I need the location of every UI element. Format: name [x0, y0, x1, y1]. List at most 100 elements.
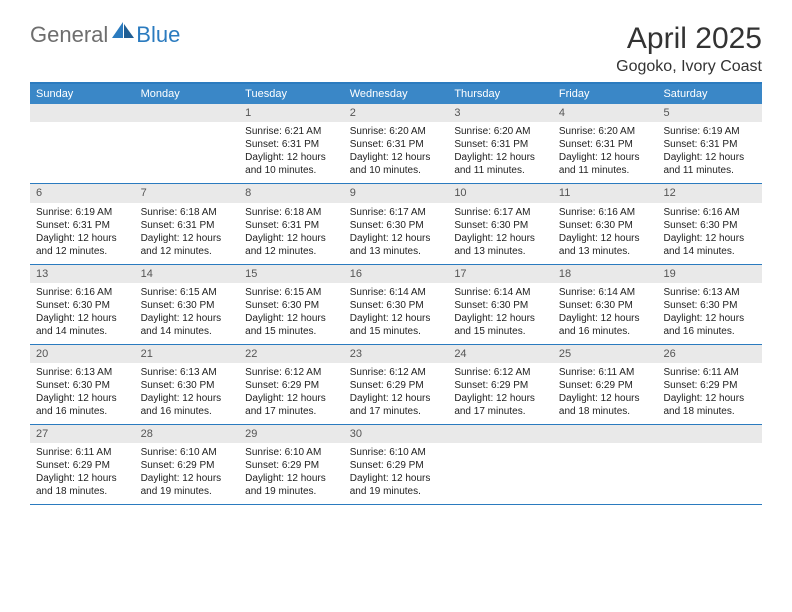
daylight-text: Daylight: 12 hours and 12 minutes.	[245, 232, 338, 258]
daylight-text: Daylight: 12 hours and 16 minutes.	[559, 312, 652, 338]
sunset-text: Sunset: 6:29 PM	[245, 459, 338, 472]
day-body: Sunrise: 6:15 AMSunset: 6:30 PMDaylight:…	[135, 283, 240, 344]
calendar-cell: 3Sunrise: 6:20 AMSunset: 6:31 PMDaylight…	[448, 104, 553, 183]
day-body: Sunrise: 6:16 AMSunset: 6:30 PMDaylight:…	[30, 283, 135, 344]
sunrise-text: Sunrise: 6:12 AM	[454, 366, 547, 379]
calendar-cell: 23Sunrise: 6:12 AMSunset: 6:29 PMDayligh…	[344, 345, 449, 424]
day-number: 8	[239, 184, 344, 202]
day-number: 13	[30, 265, 135, 283]
calendar-cell: 14Sunrise: 6:15 AMSunset: 6:30 PMDayligh…	[135, 265, 240, 344]
day-number: 30	[344, 425, 449, 443]
daylight-text: Daylight: 12 hours and 13 minutes.	[350, 232, 443, 258]
weekday-header: Saturday	[657, 84, 762, 104]
calendar-cell	[657, 425, 762, 504]
day-body	[30, 122, 135, 172]
calendar-cell	[553, 425, 658, 504]
day-body: Sunrise: 6:13 AMSunset: 6:30 PMDaylight:…	[135, 363, 240, 424]
calendar-cell	[448, 425, 553, 504]
sunrise-text: Sunrise: 6:19 AM	[36, 206, 129, 219]
sunrise-text: Sunrise: 6:20 AM	[350, 125, 443, 138]
day-body: Sunrise: 6:13 AMSunset: 6:30 PMDaylight:…	[30, 363, 135, 424]
day-number	[448, 425, 553, 443]
day-body: Sunrise: 6:12 AMSunset: 6:29 PMDaylight:…	[448, 363, 553, 424]
daylight-text: Daylight: 12 hours and 16 minutes.	[36, 392, 129, 418]
brand-general: General	[30, 22, 108, 48]
calendar-cell: 26Sunrise: 6:11 AMSunset: 6:29 PMDayligh…	[657, 345, 762, 424]
day-number: 26	[657, 345, 762, 363]
sunset-text: Sunset: 6:29 PM	[245, 379, 338, 392]
sunset-text: Sunset: 6:30 PM	[141, 379, 234, 392]
daylight-text: Daylight: 12 hours and 11 minutes.	[454, 151, 547, 177]
day-number: 9	[344, 184, 449, 202]
sunset-text: Sunset: 6:30 PM	[350, 219, 443, 232]
day-number: 1	[239, 104, 344, 122]
sunset-text: Sunset: 6:29 PM	[559, 379, 652, 392]
day-body: Sunrise: 6:12 AMSunset: 6:29 PMDaylight:…	[344, 363, 449, 424]
day-number: 2	[344, 104, 449, 122]
calendar-cell: 25Sunrise: 6:11 AMSunset: 6:29 PMDayligh…	[553, 345, 658, 424]
calendar-cell: 20Sunrise: 6:13 AMSunset: 6:30 PMDayligh…	[30, 345, 135, 424]
day-body: Sunrise: 6:10 AMSunset: 6:29 PMDaylight:…	[344, 443, 449, 504]
sunrise-text: Sunrise: 6:14 AM	[559, 286, 652, 299]
day-number: 21	[135, 345, 240, 363]
calendar-cell: 1Sunrise: 6:21 AMSunset: 6:31 PMDaylight…	[239, 104, 344, 183]
sunrise-text: Sunrise: 6:12 AM	[350, 366, 443, 379]
sunrise-text: Sunrise: 6:10 AM	[350, 446, 443, 459]
day-body: Sunrise: 6:11 AMSunset: 6:29 PMDaylight:…	[657, 363, 762, 424]
day-body: Sunrise: 6:13 AMSunset: 6:30 PMDaylight:…	[657, 283, 762, 344]
sunset-text: Sunset: 6:30 PM	[454, 219, 547, 232]
weekday-header: Sunday	[30, 84, 135, 104]
sunset-text: Sunset: 6:31 PM	[350, 138, 443, 151]
sunrise-text: Sunrise: 6:15 AM	[245, 286, 338, 299]
calendar-cell: 28Sunrise: 6:10 AMSunset: 6:29 PMDayligh…	[135, 425, 240, 504]
calendar-cell: 27Sunrise: 6:11 AMSunset: 6:29 PMDayligh…	[30, 425, 135, 504]
calendar-cell: 9 Sunrise: 6:17 AMSunset: 6:30 PMDaylight…	[344, 184, 449, 263]
calendar-cell: 18Sunrise: 6:14 AMSunset: 6:30 PMDayligh…	[553, 265, 658, 344]
day-number: 15	[239, 265, 344, 283]
sunset-text: Sunset: 6:31 PM	[36, 219, 129, 232]
day-number: 28	[135, 425, 240, 443]
weekday-header: Monday	[135, 84, 240, 104]
day-number: 10	[448, 184, 553, 202]
daylight-text: Daylight: 12 hours and 15 minutes.	[454, 312, 547, 338]
sunrise-text: Sunrise: 6:16 AM	[663, 206, 756, 219]
daylight-text: Daylight: 12 hours and 10 minutes.	[245, 151, 338, 177]
day-number	[657, 425, 762, 443]
daylight-text: Daylight: 12 hours and 11 minutes.	[663, 151, 756, 177]
sunset-text: Sunset: 6:29 PM	[141, 459, 234, 472]
sunset-text: Sunset: 6:31 PM	[141, 219, 234, 232]
sunrise-text: Sunrise: 6:17 AM	[454, 206, 547, 219]
daylight-text: Daylight: 12 hours and 19 minutes.	[245, 472, 338, 498]
day-body: Sunrise: 6:10 AMSunset: 6:29 PMDaylight:…	[135, 443, 240, 504]
day-body: Sunrise: 6:14 AMSunset: 6:30 PMDaylight:…	[344, 283, 449, 344]
calendar-week: 6Sunrise: 6:19 AMSunset: 6:31 PMDaylight…	[30, 183, 762, 263]
day-body: Sunrise: 6:11 AMSunset: 6:29 PMDaylight:…	[553, 363, 658, 424]
daylight-text: Daylight: 12 hours and 11 minutes.	[559, 151, 652, 177]
calendar-cell: 19Sunrise: 6:13 AMSunset: 6:30 PMDayligh…	[657, 265, 762, 344]
sunrise-text: Sunrise: 6:14 AM	[454, 286, 547, 299]
day-body	[657, 443, 762, 493]
title-block: April 2025 Gogoko, Ivory Coast	[616, 22, 762, 76]
sunset-text: Sunset: 6:30 PM	[454, 299, 547, 312]
day-number: 4	[553, 104, 658, 122]
weekday-header: Friday	[553, 84, 658, 104]
calendar-cell: 17Sunrise: 6:14 AMSunset: 6:30 PMDayligh…	[448, 265, 553, 344]
sunset-text: Sunset: 6:30 PM	[663, 219, 756, 232]
calendar-cell: 30Sunrise: 6:10 AMSunset: 6:29 PMDayligh…	[344, 425, 449, 504]
day-number: 22	[239, 345, 344, 363]
sunrise-text: Sunrise: 6:11 AM	[559, 366, 652, 379]
calendar-cell: 6Sunrise: 6:19 AMSunset: 6:31 PMDaylight…	[30, 184, 135, 263]
day-body: Sunrise: 6:20 AMSunset: 6:31 PMDaylight:…	[344, 122, 449, 183]
day-body: Sunrise: 6:16 AMSunset: 6:30 PMDaylight:…	[657, 203, 762, 264]
sunrise-text: Sunrise: 6:13 AM	[36, 366, 129, 379]
sunset-text: Sunset: 6:29 PM	[350, 459, 443, 472]
calendar-cell: 15Sunrise: 6:15 AMSunset: 6:30 PMDayligh…	[239, 265, 344, 344]
day-body: Sunrise: 6:14 AMSunset: 6:30 PMDaylight:…	[553, 283, 658, 344]
sunset-text: Sunset: 6:30 PM	[559, 299, 652, 312]
sunrise-text: Sunrise: 6:17 AM	[350, 206, 443, 219]
daylight-text: Daylight: 12 hours and 13 minutes.	[454, 232, 547, 258]
day-body: Sunrise: 6:20 AMSunset: 6:31 PMDaylight:…	[448, 122, 553, 183]
sunrise-text: Sunrise: 6:11 AM	[663, 366, 756, 379]
sunrise-text: Sunrise: 6:12 AM	[245, 366, 338, 379]
calendar-week: 20Sunrise: 6:13 AMSunset: 6:30 PMDayligh…	[30, 344, 762, 424]
